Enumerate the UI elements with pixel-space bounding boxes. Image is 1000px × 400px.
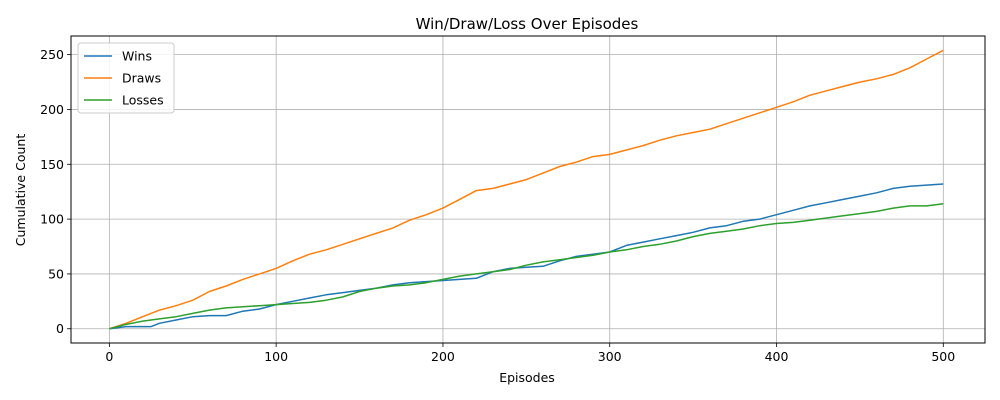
plot-frame	[70, 35, 986, 344]
ticks-layer: 0 100 200 300 400 500 0 50 100 150 200 250	[40, 47, 955, 364]
chart-title: Win/Draw/Loss Over Episodes	[416, 15, 639, 33]
x-tick-label: 200	[431, 349, 455, 364]
legend-label-draws: Draws	[122, 71, 161, 86]
y-tick-label: 50	[48, 266, 64, 281]
y-tick-label: 150	[40, 157, 64, 172]
legend-box	[77, 42, 175, 114]
series-layer	[109, 49, 944, 330]
y-tick-label: 250	[40, 47, 64, 62]
legend: Wins Draws Losses	[77, 42, 175, 114]
x-tick-label: 500	[931, 349, 955, 364]
x-tick-label: 0	[105, 349, 113, 364]
series-line-wins	[109, 183, 944, 330]
y-tick-label: 100	[40, 212, 64, 227]
x-tick-label: 300	[598, 349, 622, 364]
legend-label-wins: Wins	[122, 49, 152, 64]
y-axis-title: Cumulative Count	[13, 134, 28, 247]
y-tick-label: 0	[56, 321, 64, 336]
grid-layer	[71, 36, 985, 343]
x-axis-title: Episodes	[499, 370, 555, 385]
legend-label-losses: Losses	[122, 93, 164, 108]
series-line-losses	[109, 203, 944, 330]
y-tick-label: 200	[40, 102, 64, 117]
x-tick-label: 100	[264, 349, 288, 364]
series-line-draws	[109, 49, 944, 330]
x-tick-label: 400	[765, 349, 789, 364]
